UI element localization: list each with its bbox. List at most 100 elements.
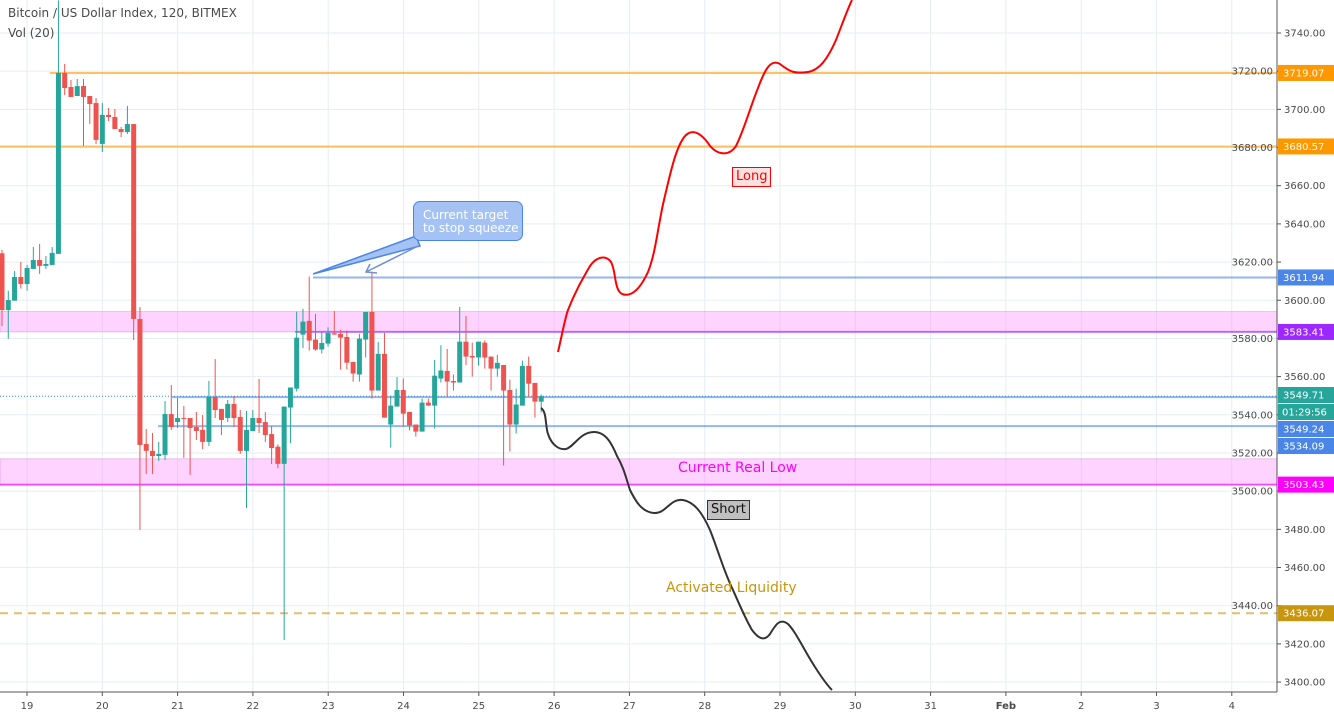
candle-body <box>143 444 149 451</box>
price-label: 3583.41 <box>1283 327 1324 338</box>
candle-body <box>501 364 507 391</box>
y-tick-label: 3640.00 <box>1284 219 1325 230</box>
price-label: 3719.07 <box>1283 68 1324 79</box>
candle-body <box>5 300 11 310</box>
countdown-bg <box>1278 404 1334 420</box>
candle-body <box>237 416 243 451</box>
candle-body <box>275 446 281 464</box>
y-tick-label: 3480.00 <box>1284 525 1325 536</box>
candle-body <box>244 429 250 451</box>
candle-body <box>375 353 381 391</box>
highlight-zone <box>0 311 1278 333</box>
candle-body <box>394 389 400 407</box>
candle-body <box>43 263 49 266</box>
candle-body <box>55 72 61 254</box>
candle-body <box>344 336 350 363</box>
candle-body <box>457 341 463 383</box>
candle-body <box>106 114 112 117</box>
price-label-bg <box>1278 269 1334 286</box>
horizontal-levels <box>0 71 1277 615</box>
price-label-bg <box>1278 476 1334 493</box>
x-tick-label: 19 <box>21 701 34 712</box>
candle-body <box>407 411 413 426</box>
y-tick-label: 3600.00 <box>1284 296 1325 307</box>
candle-body <box>287 387 293 408</box>
candle-body <box>400 389 406 414</box>
candle-body <box>118 129 124 133</box>
callout-line-2: to stop squeeze <box>423 221 519 235</box>
short-projection-path[interactable] <box>540 407 833 691</box>
candle-body <box>181 418 187 420</box>
x-tick-label: 30 <box>849 701 862 712</box>
y-tick-label: 3720.00 <box>1232 67 1273 78</box>
x-tick-label: 25 <box>472 701 485 712</box>
candle-body <box>175 418 181 423</box>
candle-body <box>494 362 500 369</box>
x-tick-label: 21 <box>171 701 184 712</box>
long-projection-path[interactable] <box>557 0 853 353</box>
y-tick-label: 3540.00 <box>1232 410 1273 421</box>
current-real-low-label[interactable]: Current Real Low <box>678 460 798 476</box>
price-label-bg <box>1278 605 1334 622</box>
candle-body <box>313 339 318 350</box>
candle-body <box>388 405 394 425</box>
x-tick-label: 31 <box>924 701 937 712</box>
callout-pointer <box>312 235 422 275</box>
x-tick-label: 2 <box>1078 701 1084 712</box>
candle-body <box>319 343 325 350</box>
candle-body <box>413 424 419 432</box>
time-axis[interactable]: 19 20 21 22 23 24 25 26 27 28 29 30 31 Feb 2 3 4 <box>0 691 1277 712</box>
candle-body <box>30 259 36 269</box>
candle-body <box>482 342 488 358</box>
activated-liquidity-label[interactable]: Activated Liquidity <box>666 580 797 596</box>
candle-body <box>256 418 262 424</box>
highlight-zone <box>0 458 1278 485</box>
candle-body <box>356 338 362 375</box>
short-label[interactable]: Short <box>707 500 750 520</box>
candle-body <box>81 86 87 97</box>
price-label: 3503.43 <box>1283 480 1324 491</box>
candle-body <box>281 406 287 464</box>
candle-body <box>168 414 174 428</box>
candle-body <box>124 124 130 133</box>
candle-body <box>12 276 18 301</box>
candle-body <box>513 404 519 425</box>
x-tick-label: 24 <box>397 701 410 712</box>
callout-box[interactable]: Current target to stop squeeze <box>413 201 523 241</box>
candle-body <box>162 414 168 455</box>
candle-body <box>450 381 456 383</box>
candle-body <box>538 396 544 402</box>
y-tick-label: 3460.00 <box>1284 563 1325 574</box>
candle-body <box>488 356 494 369</box>
candle-body <box>325 332 331 344</box>
price-label-bg <box>1278 323 1334 340</box>
x-tick-label: 20 <box>96 701 109 712</box>
y-tick-label: 3700.00 <box>1284 105 1325 116</box>
y-tick-label: 3520.00 <box>1232 448 1273 459</box>
candle-body <box>18 276 24 285</box>
x-tick-label: Feb <box>996 701 1016 712</box>
candle-body <box>463 341 469 357</box>
candle-body <box>519 365 525 406</box>
price-axis[interactable]: 3740.00 3720.00 3700.00 3680.00 3660.00 3640.… <box>1232 0 1326 692</box>
volume-legend[interactable]: Vol (20) <box>8 26 55 40</box>
x-tick-label: 23 <box>322 701 335 712</box>
candle-body <box>469 356 475 358</box>
long-label[interactable]: Long <box>732 167 772 187</box>
zones <box>0 311 1278 485</box>
y-tick-label: 3560.00 <box>1284 372 1325 383</box>
candle-body <box>37 259 43 266</box>
y-tick-label: 3440.00 <box>1232 601 1273 612</box>
candle-body <box>68 87 74 97</box>
candle-body <box>294 337 300 389</box>
price-label: 3680.57 <box>1283 142 1324 153</box>
candle-body <box>369 311 375 391</box>
candle-body <box>476 341 482 358</box>
candle-body <box>438 370 444 379</box>
countdown-label: 01:29:56 <box>1282 408 1327 419</box>
price-label: 3436.07 <box>1283 609 1324 620</box>
candle-body <box>532 382 538 402</box>
candle-body <box>49 252 55 265</box>
x-tick-label: 28 <box>698 701 711 712</box>
